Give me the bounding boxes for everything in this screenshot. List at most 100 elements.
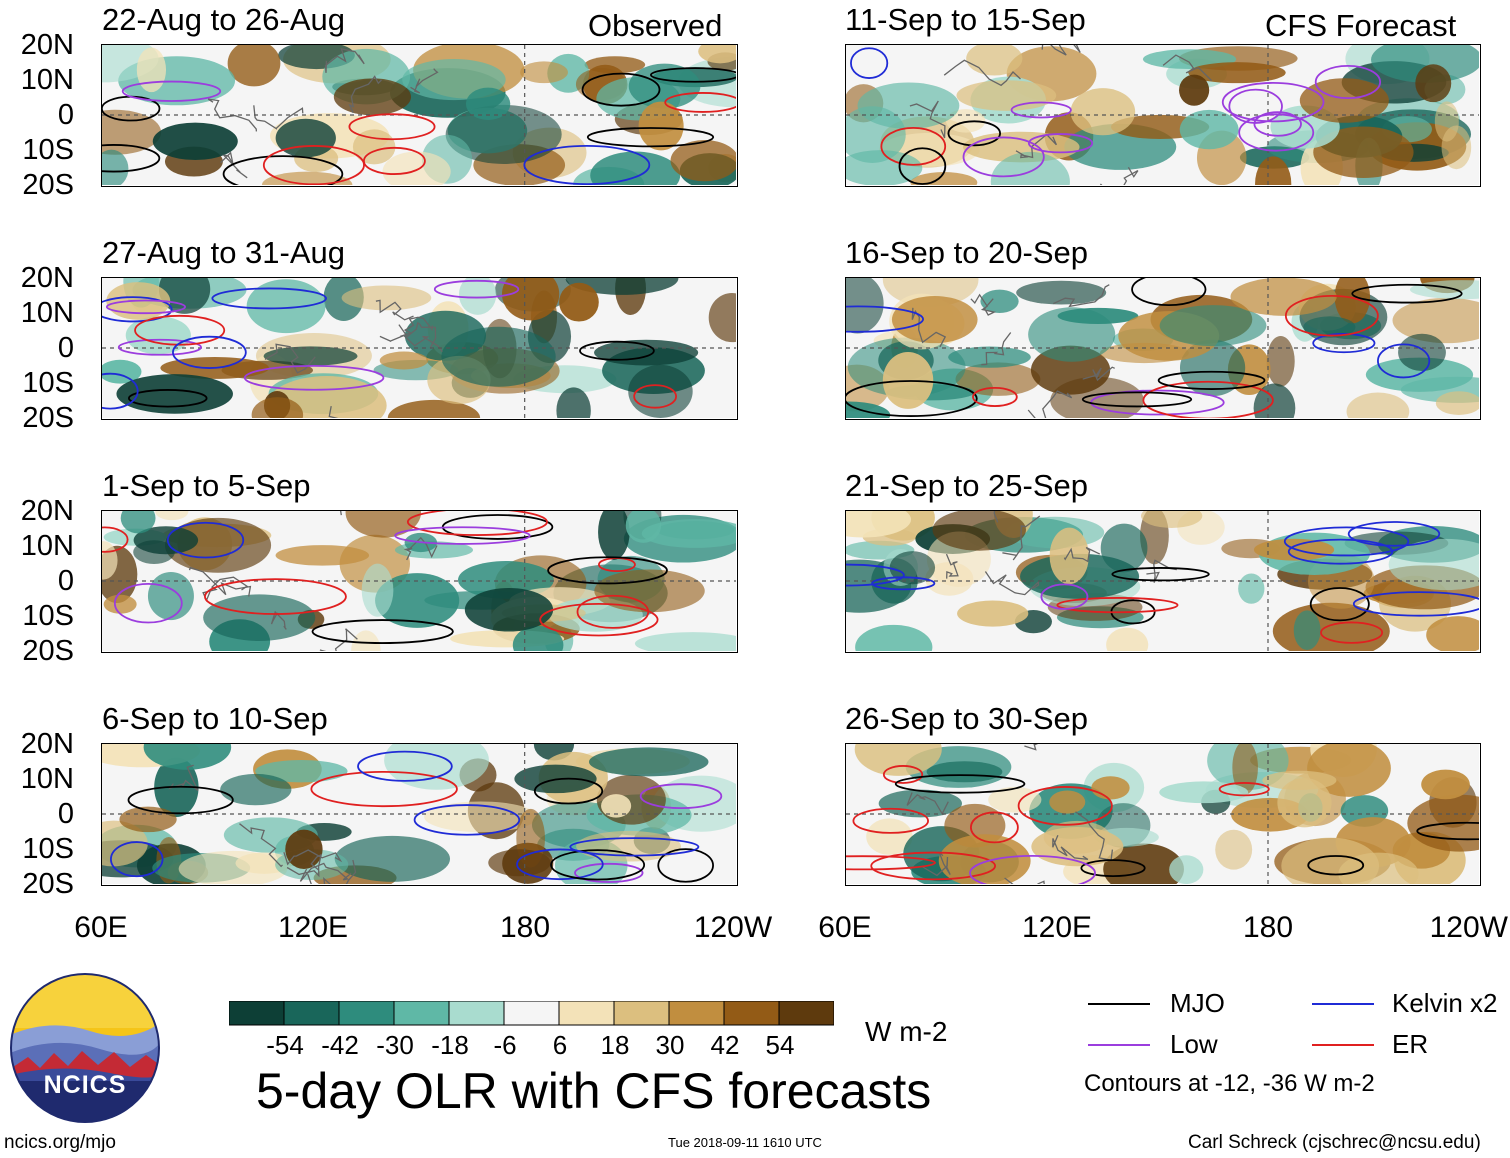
olr-anomaly-patch xyxy=(103,594,137,614)
er-contour xyxy=(204,578,347,615)
olr-anomaly-patch xyxy=(220,773,292,806)
coastline xyxy=(984,571,1040,596)
coastline xyxy=(911,307,947,348)
olr-anomaly-patch xyxy=(641,519,736,548)
ncics-logo[interactable]: NCICS xyxy=(10,973,160,1123)
mjo-contour xyxy=(550,849,646,881)
y-tick-10n: 10N xyxy=(20,297,74,329)
olr-anomaly-patch xyxy=(670,140,736,182)
olr-anomaly-patch xyxy=(457,561,554,599)
olr-anomaly-patch xyxy=(628,63,701,109)
coastline xyxy=(283,849,343,866)
olr-anomaly-patch xyxy=(1434,101,1459,142)
mjo-contour xyxy=(650,67,736,83)
coastline xyxy=(270,610,287,630)
olr-anomaly-patch xyxy=(120,511,156,534)
er-contour xyxy=(406,511,548,536)
coastline xyxy=(1053,284,1110,308)
kelvin-contour xyxy=(846,305,924,333)
low-contour xyxy=(105,299,186,315)
olr-anomaly-patch xyxy=(147,571,194,621)
olr-anomaly-patch xyxy=(488,849,551,877)
coastline xyxy=(1146,559,1177,583)
map-panel-4 xyxy=(101,743,738,886)
kelvin-contour xyxy=(1312,333,1376,354)
low-contour xyxy=(243,364,385,391)
colorbar-swatch xyxy=(503,1000,560,1026)
mjo-contour xyxy=(547,556,668,585)
olr-anomaly-patch xyxy=(1266,335,1295,387)
panel-title-3: 1-Sep to 5-Sep xyxy=(102,468,311,503)
low-contour xyxy=(1228,88,1283,124)
er-contour xyxy=(102,526,129,553)
olr-anomaly-patch xyxy=(116,374,233,414)
legend-line-mjo xyxy=(1088,1003,1150,1005)
y-tick-10s: 10S xyxy=(22,134,74,166)
olr-anomaly-patch xyxy=(846,511,911,538)
olr-anomaly-patch xyxy=(1215,829,1253,870)
olr-anomaly-patch xyxy=(351,630,381,651)
olr-anomaly-patch xyxy=(1232,744,1258,795)
olr-anomaly-patch xyxy=(285,829,323,869)
chart-title: 5-day OLR with CFS forecasts xyxy=(256,1063,932,1119)
kelvin-contour xyxy=(172,335,247,369)
olr-anomaly-patch xyxy=(333,78,412,116)
olr-anomaly-patch xyxy=(980,289,1019,313)
olr-anomaly-patch xyxy=(458,278,497,315)
y-tick-10s: 10S xyxy=(22,367,74,399)
colorbar-label: -30 xyxy=(376,1030,414,1060)
kelvin-contour xyxy=(166,521,245,559)
olr-anomaly-patch xyxy=(1091,776,1130,800)
kelvin-contour xyxy=(1347,521,1441,547)
olr-anomaly-patch xyxy=(158,278,211,314)
olr-anomaly-patch xyxy=(1159,305,1267,347)
y-tick-20s: 20S xyxy=(22,402,74,434)
map-panel-2 xyxy=(101,277,738,420)
coastline xyxy=(400,316,433,338)
y-tick-20s: 20S xyxy=(22,169,74,201)
logo-text: NCICS xyxy=(43,1071,127,1099)
er-contour xyxy=(348,113,436,141)
mjo-contour xyxy=(1309,587,1370,622)
olr-anomaly-patch xyxy=(465,87,511,120)
coastline xyxy=(375,299,414,321)
olr-anomaly-patch xyxy=(854,744,942,776)
coastline xyxy=(1063,546,1101,563)
olr-anomaly-patch xyxy=(1392,297,1479,344)
colorbar-label: 18 xyxy=(600,1030,630,1060)
olr-anomaly-patch xyxy=(598,511,630,560)
mjo-contour xyxy=(533,777,604,805)
olr-anomaly-patch xyxy=(251,397,304,418)
y-tick-10s: 10S xyxy=(22,833,74,865)
coastline xyxy=(1027,390,1073,418)
mjo-contour xyxy=(1416,821,1479,841)
olr-anomaly-patch xyxy=(275,545,370,566)
y-tick-20s: 20S xyxy=(22,635,74,667)
colorbar-swatch xyxy=(283,1000,340,1026)
mjo-contour xyxy=(581,72,661,107)
er-contour xyxy=(852,807,929,834)
olr-anomaly-patch xyxy=(628,364,693,418)
coastline xyxy=(207,98,258,132)
mjo-contour xyxy=(846,380,978,417)
low-contour xyxy=(117,338,202,356)
olr-anomaly-patch xyxy=(638,101,684,151)
author-credit: Carl Schreck (cjschrec@ncsu.edu) xyxy=(1188,1132,1481,1153)
olr-anomaly-patch xyxy=(102,109,162,155)
er-contour xyxy=(1320,621,1384,644)
olr-anomaly-patch xyxy=(956,80,1057,111)
website-link[interactable]: ncics.org/mjo xyxy=(4,1132,116,1153)
y-tick-20n: 20N xyxy=(20,262,74,294)
olr-anomaly-patch xyxy=(155,511,189,521)
y-tick-20n: 20N xyxy=(20,29,74,61)
coastline xyxy=(348,75,382,114)
mjo-contour xyxy=(898,147,947,185)
olr-anomaly-patch xyxy=(384,744,489,790)
er-contour xyxy=(310,770,458,808)
olr-anomaly-patch xyxy=(1398,333,1446,371)
olr-anomaly-patch xyxy=(1313,126,1414,179)
kelvin-contour xyxy=(357,750,453,782)
olr-anomaly-patch xyxy=(1388,538,1479,591)
contours-note: Contours at -12, -36 W m-2 xyxy=(1084,1070,1375,1097)
y-tick-20s: 20S xyxy=(22,868,74,900)
